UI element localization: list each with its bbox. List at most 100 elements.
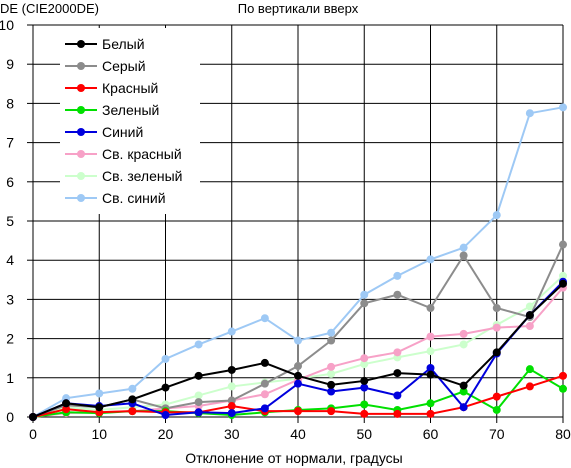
- data-point: [559, 384, 567, 393]
- x-tick-label: 20: [158, 426, 174, 442]
- legend-swatch-marker: [77, 150, 85, 158]
- data-point: [559, 271, 567, 280]
- data-point: [525, 311, 534, 320]
- data-point: [559, 240, 567, 249]
- data-point: [294, 336, 302, 345]
- data-point: [393, 409, 402, 418]
- data-point: [426, 364, 435, 372]
- x-tick-label: 30: [224, 426, 240, 442]
- data-point: [327, 387, 336, 396]
- data-point: [492, 348, 501, 357]
- data-point: [525, 365, 534, 374]
- data-point: [393, 290, 402, 299]
- data-point: [459, 340, 468, 349]
- x-tick-label: 50: [356, 426, 372, 442]
- data-point: [260, 404, 269, 413]
- data-point: [62, 405, 71, 414]
- y-tick-label: 3: [6, 291, 14, 307]
- data-point: [459, 251, 468, 260]
- data-point: [294, 362, 302, 371]
- legend-box: [60, 28, 200, 214]
- data-point: [161, 411, 170, 420]
- y-tick-label: 7: [6, 135, 14, 151]
- data-point: [161, 383, 170, 392]
- data-point: [294, 379, 302, 388]
- data-point: [194, 340, 203, 349]
- legend-swatch-marker: [77, 194, 85, 202]
- data-point: [327, 407, 336, 416]
- data-point: [393, 271, 402, 280]
- data-point: [459, 403, 468, 412]
- data-point: [260, 314, 269, 323]
- x-tick-label: 80: [555, 426, 571, 442]
- data-point: [360, 360, 369, 369]
- data-point: [128, 407, 137, 416]
- data-point: [525, 302, 534, 311]
- legend-entry: Зеленый: [102, 102, 159, 118]
- legend-swatch-marker: [77, 40, 85, 48]
- data-point: [294, 407, 302, 416]
- data-point: [393, 348, 402, 357]
- data-point: [29, 413, 37, 421]
- y-axis-label: DE (CIE2000DE): [0, 1, 99, 16]
- data-point: [360, 383, 369, 392]
- axes: 0 1 2 3 4 5 6 7 8 9 10 0 10 20 30 40 50 60 70 80: [0, 17, 571, 442]
- legend-swatch-marker: [77, 84, 85, 92]
- data-point: [327, 362, 336, 371]
- data-point: [227, 402, 236, 411]
- y-tick-label: 9: [6, 56, 14, 72]
- data-point: [426, 255, 435, 264]
- data-point: [294, 371, 302, 380]
- y-tick-label: 1: [6, 370, 14, 386]
- data-point: [327, 336, 336, 345]
- data-point: [227, 382, 236, 391]
- x-axis-label: Отклонение от нормали, градусы: [185, 450, 402, 466]
- data-point: [559, 279, 567, 288]
- data-point: [327, 328, 336, 337]
- legend-entry: Св. синий: [102, 190, 166, 206]
- data-point: [492, 323, 501, 332]
- y-tick-label: 6: [6, 174, 14, 190]
- legend-swatch-marker: [77, 62, 85, 70]
- data-point: [260, 379, 269, 388]
- data-point: [492, 211, 501, 220]
- data-point: [360, 299, 369, 308]
- data-point: [95, 403, 104, 412]
- series-7: [29, 103, 567, 421]
- data-point: [559, 103, 567, 112]
- legend-entry: Серый: [102, 58, 146, 74]
- data-point: [128, 395, 137, 404]
- legend-entry: Синий: [102, 124, 143, 140]
- data-point: [128, 384, 137, 393]
- legend-entry: Белый: [102, 36, 145, 52]
- legend-swatch-marker: [77, 106, 85, 114]
- data-point: [194, 371, 203, 380]
- data-point: [95, 389, 104, 398]
- data-point: [459, 387, 468, 396]
- data-point: [327, 369, 336, 378]
- data-point: [360, 376, 369, 385]
- chart-title: По вертикали вверх: [238, 1, 359, 16]
- legend-entry: Св. зеленый: [102, 168, 182, 184]
- data-point: [260, 358, 269, 367]
- data-point: [360, 290, 369, 299]
- data-point: [426, 409, 435, 418]
- data-point: [459, 243, 468, 252]
- x-tick-label: 10: [91, 426, 107, 442]
- data-point: [227, 396, 236, 405]
- data-point: [393, 391, 402, 400]
- x-tick-label: 40: [290, 426, 306, 442]
- legend-swatch-marker: [77, 172, 85, 180]
- data-point: [525, 109, 534, 118]
- y-tick-label: 4: [6, 252, 14, 268]
- data-point: [426, 370, 435, 379]
- data-point: [492, 392, 501, 401]
- x-tick-label: 0: [29, 426, 37, 442]
- y-tick-label: 8: [6, 95, 14, 111]
- data-point: [360, 400, 369, 409]
- data-point: [360, 409, 369, 418]
- data-point: [459, 329, 468, 338]
- data-point: [492, 304, 501, 313]
- legend-entry: Красный: [102, 80, 158, 96]
